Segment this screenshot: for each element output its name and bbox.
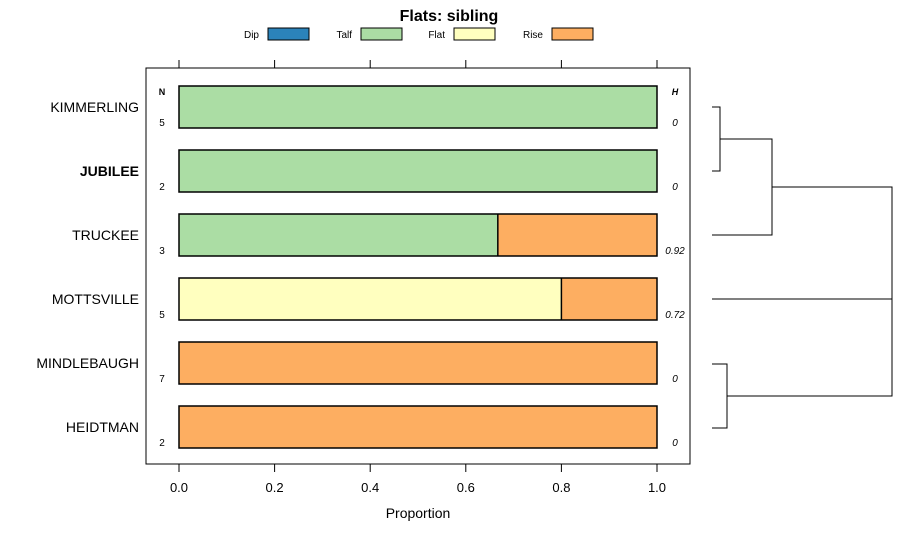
bar-outline [178,277,658,321]
bar-row: MOTTSVILLE 5 0.72 [52,277,685,321]
row-label: HEIDTMAN [66,419,139,435]
row-label: TRUCKEE [72,227,139,243]
axis-ticks: 0.0 0.2 0.4 0.6 0.8 1.0 [170,60,666,495]
dendrogram-branch [712,138,773,236]
bar-segment-rise [561,278,657,320]
bar-segment-rise [497,214,657,256]
legend-swatch-flat [453,27,496,41]
legend-label-talf: Talf [336,30,352,41]
x-tick-label: 0.6 [457,480,475,495]
legend-label-flat: Flat [428,30,445,41]
legend-swatch-dip [267,27,310,41]
x-tick-label: 0.8 [552,480,570,495]
legend-label-rise: Rise [523,30,543,41]
x-axis-label: Proportion [386,505,451,521]
row-n-value: 5 [159,310,165,321]
bar-row: MINDLEBAUGH 7 0 [36,341,678,385]
row-h-value: 0.72 [665,310,685,321]
x-tick-label: 0.0 [170,480,188,495]
bar-row: KIMMERLING 5 0 [50,85,678,129]
bar-outline [178,149,658,193]
row-h-value: 0 [672,374,678,385]
bar-row: TRUCKEE 3 0.92 [72,213,685,257]
row-n-value: 7 [159,374,165,385]
x-tick-label: 1.0 [648,480,666,495]
bar-outline [178,405,658,449]
legend-swatch-talf [360,27,403,41]
x-tick-label: 0.2 [266,480,284,495]
row-label: JUBILEE [80,163,139,179]
h-header: H [672,87,679,97]
bar-row: HEIDTMAN 2 0 [66,405,678,449]
row-h-value: 0 [672,438,678,449]
row-n-value: 3 [159,246,165,257]
row-n-value: 5 [159,118,165,129]
row-n-value: 2 [159,182,165,193]
bar-segment-talf [179,150,657,192]
row-label: KIMMERLING [50,99,139,115]
row-label: MINDLEBAUGH [36,355,139,371]
bar-outline [178,85,658,129]
dendrogram [712,106,893,429]
legend-swatch-rise [551,27,594,41]
dendrogram-branch [727,186,893,397]
bar-segment-talf [179,86,657,128]
row-h-value: 0 [672,182,678,193]
n-header: N [159,87,166,97]
x-tick-label: 0.4 [361,480,379,495]
bar-segment-flat [179,278,562,320]
bar-row: JUBILEE 2 0 [80,149,678,193]
row-label: MOTTSVILLE [52,291,139,307]
dendrogram-branch [712,363,728,429]
bar-rows: N H KIMMERLING 5 0 JUBILEE 2 0 TRUCKEE 3 0.92 MOTTS… [36,85,685,449]
dendrogram-branch [712,106,721,172]
chart-title: Flats: sibling [400,8,499,25]
row-h-value: 0.92 [665,246,685,257]
bar-segment-talf [179,214,498,256]
bar-segment-rise [179,406,657,448]
legend-label-dip: Dip [244,30,259,41]
bar-outline [178,213,658,257]
row-h-value: 0 [672,118,678,129]
plot-panel [145,67,691,465]
legend: Dip Talf Flat Rise [244,27,594,41]
row-n-value: 2 [159,438,165,449]
bar-segment-rise [179,342,657,384]
bar-outline [178,341,658,385]
